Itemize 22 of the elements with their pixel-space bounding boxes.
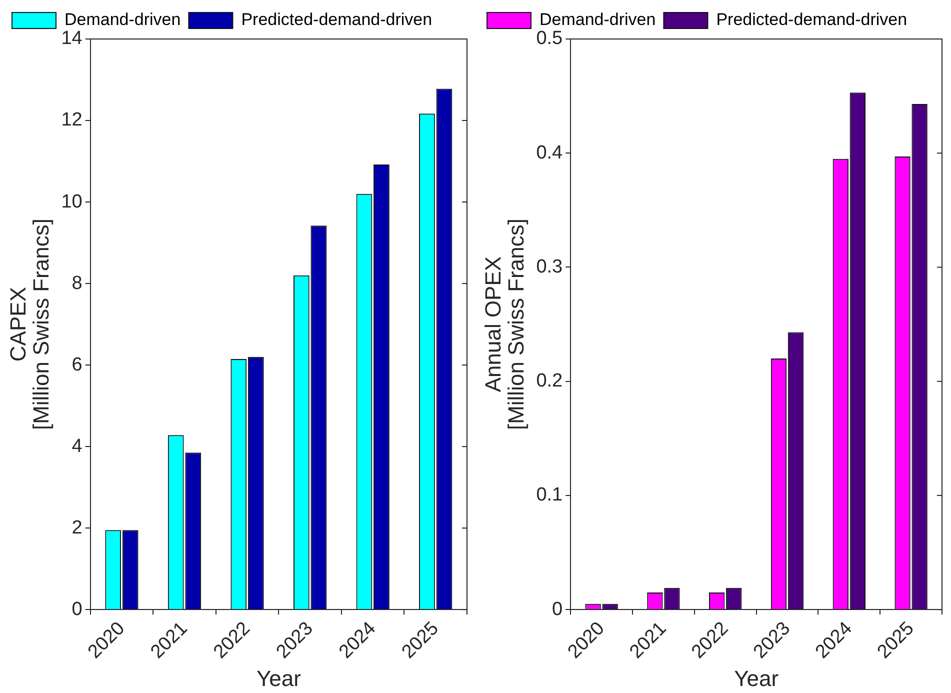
x-axis-title: Year	[256, 666, 301, 691]
y-axis-title: Annual OPEX [Million Swiss Francs]	[480, 218, 529, 430]
y-tick-label: 0.1	[536, 484, 563, 506]
x-axis-title: Year	[734, 666, 779, 691]
y-tick-label: 0.5	[536, 28, 563, 50]
legend-label: Predicted-demand-driven	[716, 10, 908, 30]
legend-label: Predicted-demand-driven	[241, 10, 432, 30]
y-tick-label: 14	[61, 28, 83, 50]
y-tick-label: 12	[61, 110, 82, 131]
y-axis-title: CAPEX [Million Swiss Francs]	[6, 218, 54, 430]
y-tick-label: 10	[61, 191, 82, 212]
y-tick-label: 2	[72, 517, 82, 538]
legend-label: Demand-driven	[540, 10, 656, 30]
legend-label: Demand-driven	[64, 10, 181, 30]
y-tick-label: 0.2	[536, 370, 563, 392]
y-tick-label: 0.4	[536, 142, 564, 164]
y-tick-label: 4	[72, 436, 83, 457]
y-tick-label: 0.3	[536, 256, 563, 278]
y-tick-label: 6	[72, 354, 82, 376]
y-tick-label: 8	[72, 272, 82, 294]
y-tick-label: 0	[552, 598, 563, 620]
y-tick-label: 0	[72, 598, 82, 620]
